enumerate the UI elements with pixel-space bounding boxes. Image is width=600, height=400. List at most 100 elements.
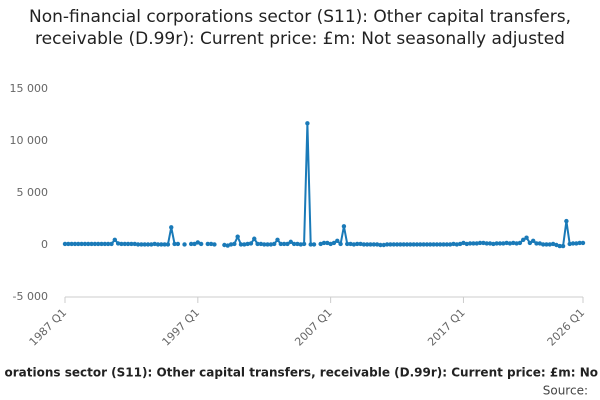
point	[278, 241, 284, 247]
point	[318, 241, 323, 247]
point	[165, 242, 171, 247]
x-tick-label: 2007 Q1	[292, 306, 335, 349]
x-tick-label: 1997 Q1	[160, 306, 203, 349]
point	[378, 242, 383, 248]
point	[361, 242, 367, 247]
point	[301, 241, 307, 247]
point	[401, 242, 406, 247]
point	[521, 237, 526, 242]
point	[404, 242, 410, 247]
point	[557, 243, 562, 249]
point	[288, 239, 293, 245]
point	[364, 242, 370, 247]
point	[355, 241, 360, 247]
point	[554, 242, 559, 248]
point	[232, 241, 237, 247]
point	[295, 241, 300, 247]
point	[534, 241, 539, 246]
line	[224, 123, 315, 247]
point	[149, 242, 154, 247]
point	[408, 242, 413, 247]
point	[298, 242, 303, 247]
x-tick-label: 2026 Q1	[545, 306, 588, 349]
point	[371, 242, 377, 247]
point	[135, 242, 141, 247]
point	[125, 241, 131, 247]
point	[414, 242, 420, 247]
y-tick-label: 0	[41, 238, 48, 251]
point	[431, 242, 436, 247]
point	[474, 241, 479, 246]
point	[255, 241, 260, 247]
y-tick-label: 15 000	[10, 82, 49, 95]
footer: orations sector (S11): Other capital tra…	[4, 366, 598, 380]
point	[76, 241, 81, 247]
point	[438, 242, 443, 247]
point	[527, 240, 533, 246]
point	[112, 237, 118, 242]
point	[155, 242, 161, 247]
point	[338, 241, 343, 247]
source: Source:	[543, 384, 588, 398]
point	[208, 241, 214, 247]
y-tick-label: -5 000	[13, 290, 48, 303]
point	[447, 242, 453, 247]
point	[497, 241, 503, 246]
point	[205, 241, 210, 247]
point	[325, 240, 330, 246]
chart-title: Non-financial corporations sector (S11):…	[29, 7, 571, 49]
point	[388, 242, 393, 247]
point	[188, 241, 194, 247]
point	[182, 242, 187, 247]
point	[537, 241, 543, 246]
point	[348, 241, 353, 247]
point	[491, 241, 496, 247]
point	[580, 240, 586, 246]
point	[567, 241, 572, 247]
point	[82, 241, 88, 247]
point	[122, 241, 127, 247]
point	[142, 242, 147, 247]
point	[547, 242, 552, 247]
point	[428, 242, 433, 247]
point	[198, 241, 204, 247]
point	[308, 242, 313, 247]
point	[262, 242, 267, 247]
point	[477, 240, 483, 246]
point	[451, 241, 456, 247]
point	[550, 241, 556, 247]
point	[524, 235, 529, 240]
point	[511, 240, 516, 246]
point	[225, 243, 230, 248]
point	[99, 241, 104, 247]
point	[517, 240, 523, 246]
point	[544, 242, 549, 247]
x-tick-label: 2017 Q1	[425, 306, 468, 349]
point	[265, 242, 270, 247]
point	[129, 241, 134, 247]
point	[62, 241, 68, 247]
point	[577, 240, 582, 246]
point	[222, 242, 227, 248]
point	[271, 241, 277, 247]
point	[441, 242, 446, 247]
point	[172, 241, 177, 247]
point	[540, 242, 546, 247]
point	[501, 241, 506, 246]
point	[374, 242, 380, 247]
point	[421, 242, 426, 247]
point	[507, 241, 513, 246]
point	[481, 240, 486, 246]
point	[335, 238, 340, 244]
point	[281, 241, 287, 247]
point	[248, 241, 254, 246]
point	[398, 242, 403, 247]
point	[461, 240, 466, 246]
point	[139, 242, 144, 247]
point	[351, 242, 357, 247]
point	[504, 240, 509, 246]
point	[195, 240, 201, 245]
point	[192, 241, 197, 247]
point	[487, 241, 493, 246]
